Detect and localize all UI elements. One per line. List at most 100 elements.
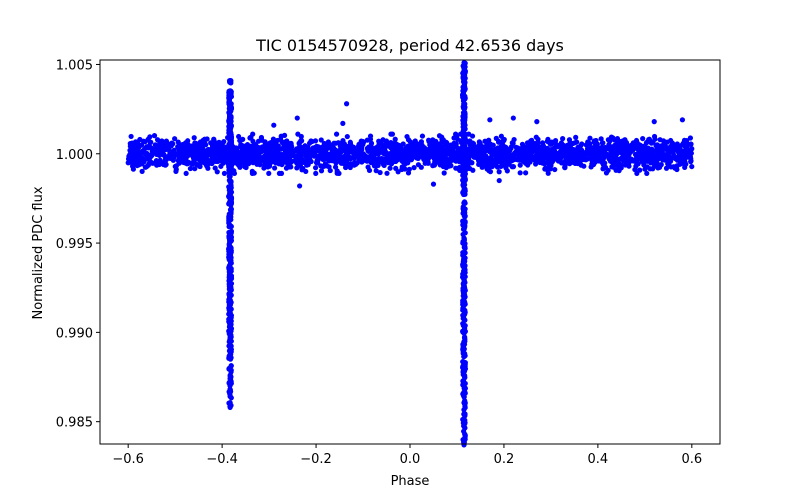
data-point: [150, 147, 157, 153]
data-point: [462, 111, 468, 117]
data-point: [426, 137, 432, 143]
data-point: [462, 150, 468, 156]
data-point: [630, 140, 636, 146]
data-point: [318, 137, 324, 143]
data-point: [558, 151, 564, 157]
data-point: [501, 136, 507, 143]
data-point: [157, 157, 163, 163]
data-point: [587, 135, 593, 141]
data-point: [462, 334, 468, 340]
data-point: [226, 184, 232, 190]
data-point: [271, 122, 277, 128]
data-point: [460, 238, 466, 245]
data-point: [405, 145, 411, 151]
data-point: [381, 144, 388, 150]
data-point: [421, 156, 427, 163]
data-point: [652, 163, 659, 169]
data-point: [212, 157, 218, 163]
data-point: [312, 138, 319, 144]
data-point: [460, 190, 466, 196]
data-point: [192, 166, 198, 172]
data-point: [296, 157, 302, 163]
data-point: [655, 156, 661, 162]
data-point: [418, 144, 424, 150]
data-point: [384, 170, 390, 176]
data-point: [226, 242, 232, 248]
data-point: [486, 168, 492, 174]
data-point: [460, 268, 467, 274]
data-point: [291, 148, 297, 154]
data-point: [265, 143, 271, 149]
data-point: [440, 163, 446, 170]
data-point: [476, 142, 482, 149]
data-point: [582, 156, 588, 163]
data-point: [461, 289, 467, 295]
data-point: [393, 165, 399, 171]
data-point: [140, 138, 147, 144]
data-point: [227, 313, 234, 319]
data-point: [221, 170, 228, 177]
data-point: [462, 338, 468, 344]
data-point: [346, 148, 352, 155]
data-point: [462, 174, 468, 180]
y-axis-ticks: 0.985 0.990 0.995 1.000 1.005: [56, 58, 100, 431]
data-point: [344, 133, 350, 140]
data-point: [226, 272, 232, 278]
data-point: [333, 156, 339, 162]
data-point: [249, 168, 255, 174]
data-point: [303, 168, 309, 175]
data-point: [490, 148, 496, 154]
data-point: [462, 134, 468, 141]
data-point: [389, 145, 395, 151]
data-point: [398, 153, 404, 159]
data-point: [366, 167, 373, 174]
data-point: [461, 295, 467, 301]
data-point: [347, 164, 353, 171]
data-point: [467, 149, 474, 155]
data-point: [583, 142, 589, 148]
data-point: [460, 263, 466, 269]
data-point: [227, 135, 233, 142]
data-point: [537, 153, 543, 159]
data-point: [351, 151, 357, 157]
data-point: [156, 150, 162, 156]
data-point: [461, 199, 468, 205]
data-point: [467, 138, 473, 144]
x-tick-label: −0.6: [112, 452, 144, 467]
data-point: [679, 117, 686, 123]
data-point: [228, 160, 234, 166]
data-point: [134, 162, 140, 169]
data-point: [184, 158, 190, 165]
data-point: [340, 158, 346, 164]
data-point: [666, 147, 673, 153]
data-point: [413, 151, 419, 158]
data-point: [154, 137, 161, 143]
data-point: [297, 183, 303, 189]
data-point: [664, 157, 670, 163]
data-point: [461, 60, 467, 66]
data-point: [367, 133, 374, 139]
data-point: [237, 163, 243, 169]
data-point: [448, 142, 454, 148]
data-point: [162, 159, 168, 165]
data-point: [620, 154, 626, 160]
data-point: [161, 152, 167, 158]
data-point: [302, 158, 308, 164]
data-point: [315, 157, 321, 163]
data-point: [358, 140, 364, 146]
data-point: [226, 173, 232, 179]
data-point: [460, 359, 467, 365]
data-point: [682, 153, 688, 159]
data-point: [280, 158, 287, 164]
data-point: [312, 165, 319, 171]
data-point: [227, 352, 233, 358]
data-point: [228, 101, 234, 107]
data-point: [612, 152, 618, 159]
data-point: [136, 154, 142, 160]
data-point: [639, 158, 645, 165]
data-point: [656, 143, 662, 150]
data-point: [383, 150, 390, 156]
data-point: [227, 380, 233, 386]
data-point: [148, 152, 154, 158]
y-tick-label: 0.995: [56, 237, 93, 252]
